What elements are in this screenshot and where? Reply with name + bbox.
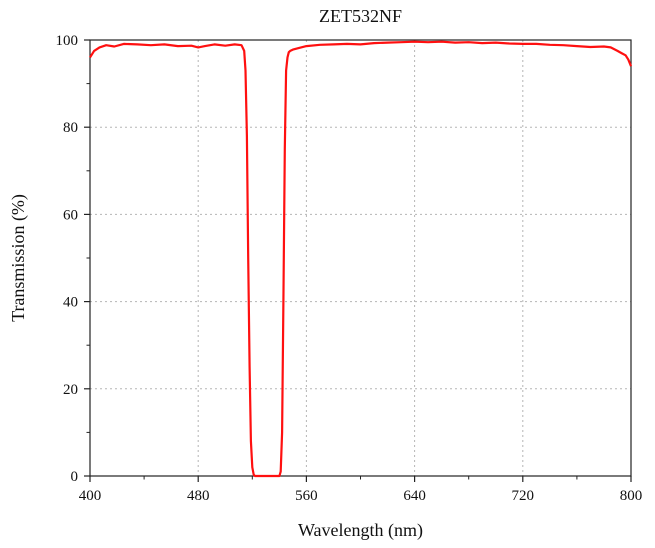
x-tick-label: 800: [620, 488, 643, 504]
y-tick-label: 80: [63, 120, 78, 136]
x-tick-label: 480: [187, 488, 210, 504]
x-tick-label: 400: [79, 488, 102, 504]
y-tick-label: 40: [63, 295, 78, 311]
y-tick-label: 60: [63, 207, 78, 223]
x-tick-label: 560: [295, 488, 318, 504]
axis-ticks: 400 480 560 640 720 800 0 20 40 60 80 100: [56, 33, 643, 504]
plot-frame: [89, 39, 632, 477]
y-tick-label: 100: [56, 33, 79, 49]
chart-title: ZET532NF: [319, 6, 402, 26]
transmission-line: [89, 40, 633, 478]
x-axis-title: Wavelength (nm): [298, 520, 423, 541]
x-tick-label: 640: [403, 488, 426, 504]
series-layer: [89, 40, 633, 478]
grid-lines: [90, 40, 631, 476]
y-axis-title: Transmission (%): [8, 194, 29, 322]
x-tick-label: 720: [512, 488, 535, 504]
y-tick-label: 0: [71, 469, 79, 485]
y-tick-label: 20: [63, 382, 78, 398]
